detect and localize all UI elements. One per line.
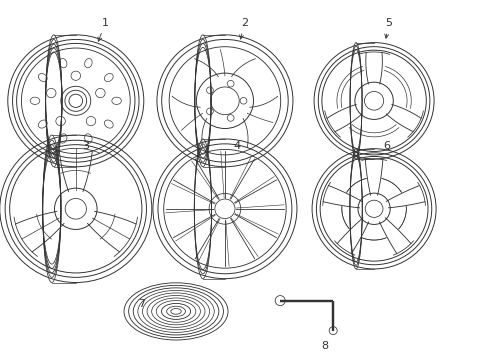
Text: 3: 3 — [82, 141, 89, 151]
Text: 4: 4 — [233, 141, 240, 151]
Text: 8: 8 — [321, 341, 328, 351]
Text: 6: 6 — [382, 141, 389, 151]
Text: 2: 2 — [241, 18, 247, 28]
Text: 1: 1 — [102, 18, 108, 28]
Text: 7: 7 — [138, 299, 145, 309]
Text: 5: 5 — [385, 18, 391, 28]
